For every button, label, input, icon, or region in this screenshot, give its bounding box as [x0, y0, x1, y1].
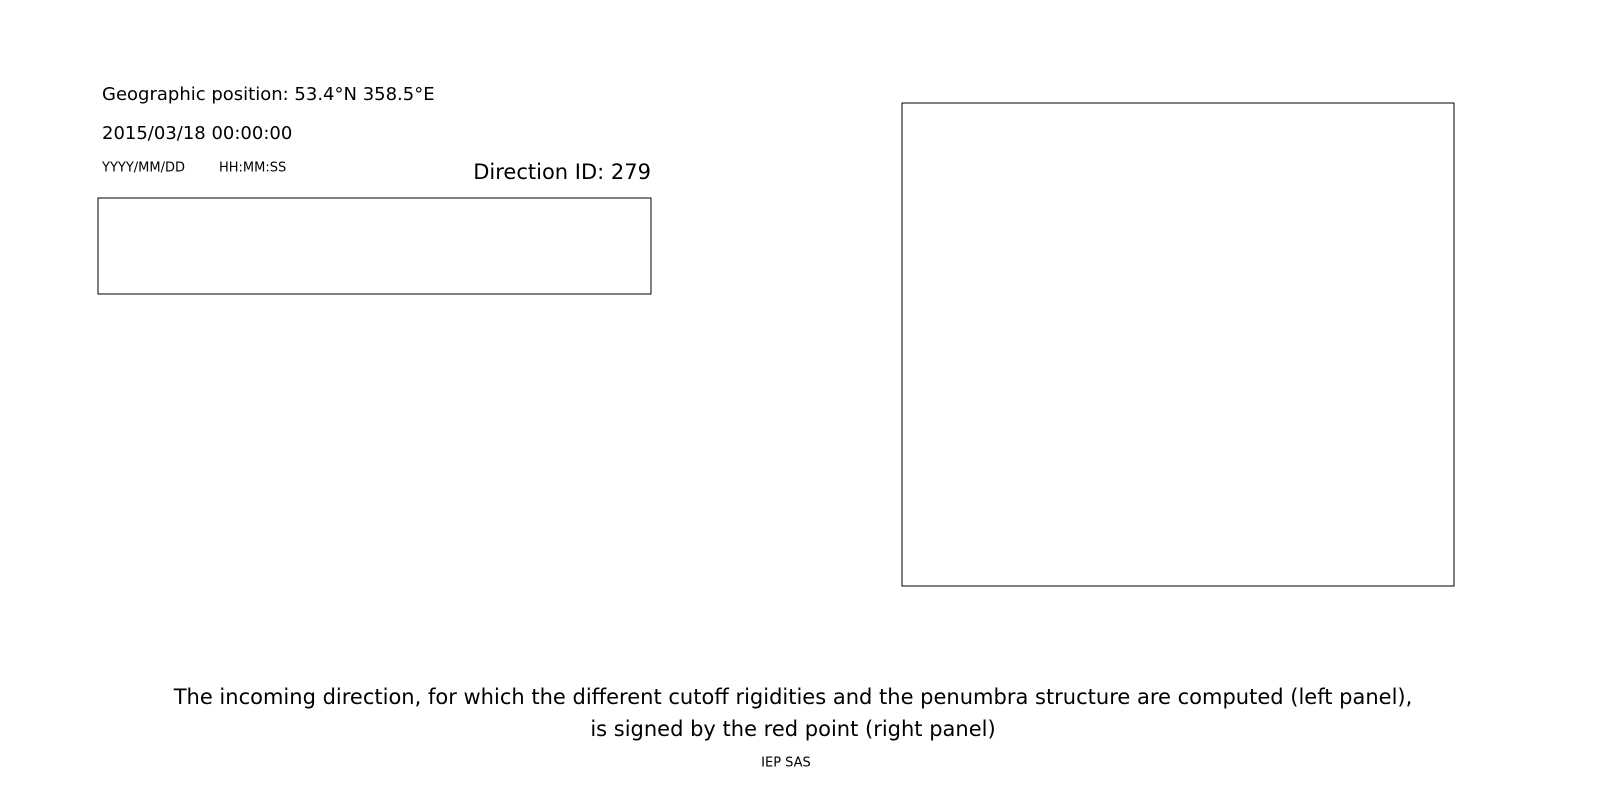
caption-line: is signed by the red point (right panel): [590, 717, 995, 741]
datetime: 2015/03/18 00:00:00: [102, 123, 292, 144]
caption-line: The incoming direction, for which the di…: [173, 685, 1413, 709]
penumbra-background: [98, 198, 651, 294]
date-format: YYYY/MM/DD: [101, 161, 185, 176]
credit: IEP SAS: [761, 756, 811, 771]
time-format: HH:MM:SS: [219, 161, 286, 176]
plot-frame: [901, 102, 1455, 587]
position: Geographic position: 53.4°N 358.5°E: [102, 84, 435, 105]
direction-id: Direction ID: 279: [473, 160, 651, 184]
penumbra-frame: [97, 197, 652, 295]
